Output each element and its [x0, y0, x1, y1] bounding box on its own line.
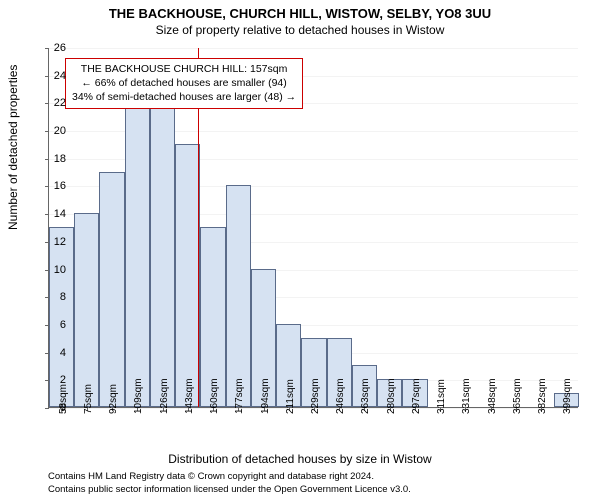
ytick-label: 22	[40, 97, 66, 109]
xtick-label: 399sqm	[562, 378, 573, 414]
annotation-line: ← 66% of detached houses are smaller (94…	[72, 76, 296, 90]
xtick-label: 297sqm	[411, 378, 422, 414]
chart-title-sub: Size of property relative to detached ho…	[0, 21, 600, 37]
histogram-bar	[74, 213, 99, 407]
annotation-line: THE BACKHOUSE CHURCH HILL: 157sqm	[72, 62, 296, 76]
annotation-box: THE BACKHOUSE CHURCH HILL: 157sqm← 66% o…	[65, 58, 303, 109]
ytick-label: 24	[40, 70, 66, 82]
xtick-label: 263sqm	[360, 378, 371, 414]
xtick-label: 109sqm	[133, 378, 144, 414]
plot-area: 58sqm75sqm92sqm109sqm126sqm143sqm160sqm1…	[48, 48, 578, 408]
histogram-bar	[150, 102, 175, 407]
annotation-line: 34% of semi-detached houses are larger (…	[72, 90, 296, 104]
xtick-label: 92sqm	[108, 384, 119, 414]
xtick-label: 280sqm	[386, 378, 397, 414]
ytick-label: 16	[40, 180, 66, 192]
xtick-label: 229sqm	[310, 378, 321, 414]
chart-title-main: THE BACKHOUSE, CHURCH HILL, WISTOW, SELB…	[0, 0, 600, 21]
copyright-line2: Contains public sector information licen…	[48, 484, 411, 496]
ytick-label: 20	[40, 125, 66, 137]
histogram-bar	[226, 185, 251, 407]
ytick-label: 8	[40, 291, 66, 303]
ytick-label: 10	[40, 264, 66, 276]
xtick-label: 177sqm	[234, 378, 245, 414]
xtick-label: 331sqm	[461, 378, 472, 414]
ytick-label: 12	[40, 236, 66, 248]
xtick-label: 143sqm	[184, 378, 195, 414]
histogram-bar	[125, 102, 150, 407]
ytick-label: 0	[40, 402, 66, 414]
ytick-label: 18	[40, 153, 66, 165]
chart-area: 58sqm75sqm92sqm109sqm126sqm143sqm160sqm1…	[48, 48, 578, 408]
xtick-label: 211sqm	[285, 379, 296, 414]
ytick-label: 26	[40, 42, 66, 54]
xtick-label: 126sqm	[159, 378, 170, 414]
ytick-label: 6	[40, 319, 66, 331]
ytick-label: 2	[40, 374, 66, 386]
xtick-label: 348sqm	[487, 378, 498, 414]
copyright-line1: Contains HM Land Registry data © Crown c…	[48, 471, 411, 483]
histogram-bar	[175, 144, 200, 407]
xtick-label: 382sqm	[537, 378, 548, 414]
xtick-label: 75sqm	[83, 384, 94, 414]
x-axis-label: Distribution of detached houses by size …	[0, 452, 600, 466]
xtick-label: 311sqm	[436, 379, 447, 414]
xtick-label: 246sqm	[335, 378, 346, 414]
xtick-label: 365sqm	[512, 378, 523, 414]
histogram-bar	[99, 172, 124, 407]
xtick-label: 194sqm	[260, 378, 271, 414]
copyright-notice: Contains HM Land Registry data © Crown c…	[48, 471, 411, 496]
y-axis-label: Number of detached properties	[6, 65, 20, 230]
ytick-label: 4	[40, 347, 66, 359]
ytick-label: 14	[40, 208, 66, 220]
gridline	[49, 48, 578, 49]
xtick-label: 160sqm	[209, 378, 220, 414]
